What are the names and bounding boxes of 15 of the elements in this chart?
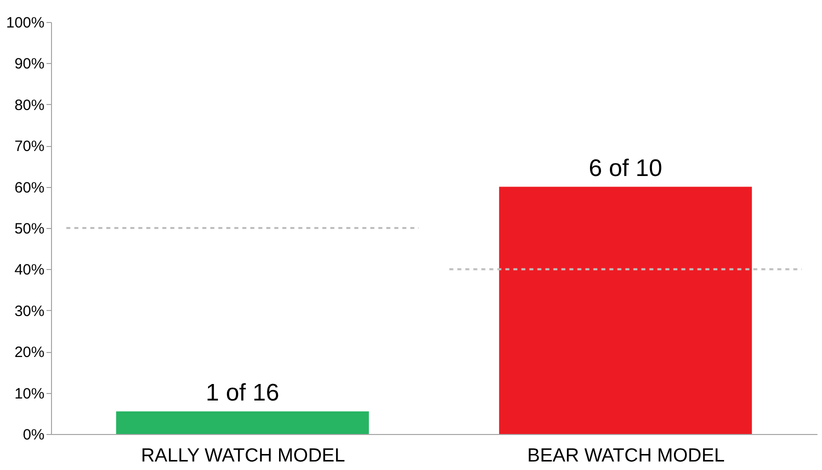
y-tick-label: 70% [14,138,44,156]
x-tick-label: RALLY WATCH MODEL [140,446,346,466]
y-tick-label: 100% [6,14,44,32]
y-tick-label: 80% [14,96,44,114]
annotation: 6 of 10 [588,154,662,182]
y-tick-label: 90% [14,56,44,73]
y-tick-label: 50% [14,220,44,238]
y-tick-label: 60% [14,179,44,196]
y-tick-label: 0% [22,426,44,444]
y-tick-label: 10% [14,385,44,402]
y-tick-label: 20% [14,344,44,362]
annotation: 1 of 16 [206,379,280,406]
x-tick-label: BEAR WATCH MODEL [527,446,725,466]
y-tick-label: 40% [14,262,44,279]
y-tick-label: 30% [14,302,44,320]
